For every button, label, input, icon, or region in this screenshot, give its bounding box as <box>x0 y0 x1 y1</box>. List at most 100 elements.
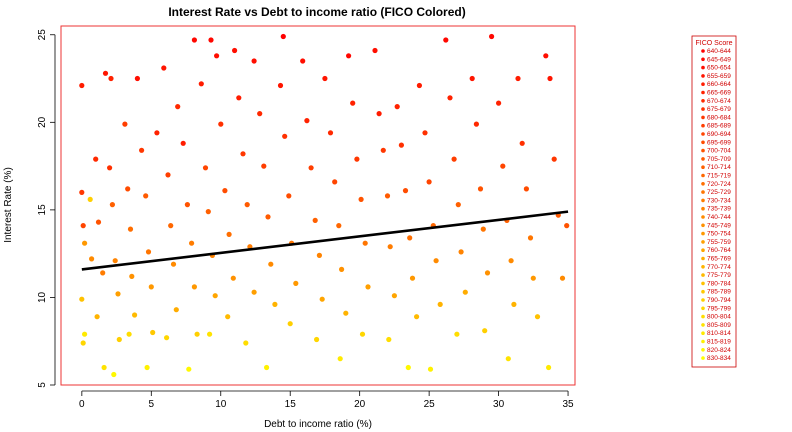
legend-label: 735-739 <box>707 206 731 213</box>
legend-label: 640-644 <box>707 48 731 55</box>
legend-label: 805-809 <box>707 322 731 329</box>
legend-label: 800-804 <box>707 314 731 321</box>
legend-swatch <box>701 265 705 269</box>
data-point <box>230 275 236 281</box>
legend-label: 720-724 <box>707 181 731 188</box>
data-point <box>272 301 278 307</box>
x-tick-label: 15 <box>285 399 297 410</box>
data-point <box>205 209 211 215</box>
data-point <box>164 335 170 341</box>
legend-swatch <box>701 148 705 153</box>
legend-label: 690-694 <box>707 131 731 138</box>
legend-swatch <box>701 206 705 211</box>
data-point <box>482 328 488 334</box>
data-point <box>189 240 195 246</box>
legend-label: 765-769 <box>707 256 731 263</box>
legend-label: 685-689 <box>707 123 731 130</box>
legend-label: 730-734 <box>707 197 731 204</box>
data-point <box>346 53 352 59</box>
legend-swatch <box>701 215 705 219</box>
data-point <box>380 147 386 153</box>
data-point <box>82 240 88 246</box>
legend-label: 740-744 <box>707 214 731 221</box>
legend-label: 745-749 <box>707 222 731 229</box>
data-point <box>214 53 220 59</box>
x-tick-label: 5 <box>149 399 155 410</box>
legend-swatch <box>701 99 705 103</box>
y-tick-label: 25 <box>37 29 48 41</box>
data-point <box>300 58 306 64</box>
data-point <box>327 130 334 136</box>
data-point <box>102 70 109 76</box>
legend-swatch <box>701 240 705 244</box>
data-point <box>455 202 461 208</box>
legend-swatch <box>701 306 705 311</box>
x-tick-label: 30 <box>493 399 505 410</box>
data-point <box>112 258 118 264</box>
data-point <box>312 217 318 223</box>
data-point <box>93 156 99 162</box>
data-point <box>511 301 517 307</box>
y-axis-label: Interest Rate (%) <box>3 167 14 243</box>
data-point <box>469 75 475 82</box>
legend-label: 815-819 <box>707 339 731 346</box>
data-point <box>402 188 409 194</box>
data-point <box>207 331 213 337</box>
data-point <box>127 226 134 232</box>
data-point <box>251 289 257 295</box>
data-point <box>150 329 156 336</box>
legend: FICO Score 640-644645-649650-654655-6596… <box>691 35 737 368</box>
data-point <box>343 310 349 316</box>
legend-swatch <box>701 173 705 178</box>
x-tick-label: 0 <box>79 399 85 410</box>
data-point <box>208 37 214 43</box>
data-point <box>145 249 152 255</box>
data-point <box>547 75 553 82</box>
data-point <box>286 193 292 199</box>
regression-line-layer <box>81 210 569 271</box>
data-point <box>265 214 271 220</box>
legend-box <box>691 35 737 368</box>
legend-swatch <box>701 157 705 161</box>
data-point <box>354 156 360 162</box>
legend-label: 795-799 <box>707 305 731 312</box>
data-point <box>451 156 457 162</box>
data-point <box>477 186 484 192</box>
data-point <box>116 336 122 343</box>
legend-label: 655-659 <box>707 73 731 80</box>
legend-label: 810-814 <box>707 330 731 337</box>
x-tick-label: 35 <box>562 399 574 410</box>
legend-swatch <box>701 331 705 336</box>
data-point <box>261 163 267 169</box>
data-point <box>222 188 228 194</box>
legend-label: 660-664 <box>707 81 731 88</box>
data-point <box>236 95 242 101</box>
data-point <box>143 193 149 199</box>
y-axis: 5 10 15 20 25 <box>37 29 56 388</box>
data-point <box>405 364 411 371</box>
data-point <box>132 312 138 318</box>
data-point <box>505 356 511 362</box>
data-point <box>530 275 536 281</box>
legend-swatch <box>701 223 705 228</box>
legend-swatch <box>701 348 705 352</box>
data-point <box>391 293 397 299</box>
data-point <box>180 140 186 146</box>
plot-border <box>60 25 576 386</box>
data-point <box>484 270 491 276</box>
data-point <box>337 356 343 362</box>
legend-label: 670-674 <box>707 98 731 105</box>
data-point <box>161 65 167 71</box>
data-point <box>433 258 439 264</box>
legend-label: 750-754 <box>707 231 731 238</box>
data-point <box>108 75 114 82</box>
data-point <box>198 81 204 87</box>
legend-swatch <box>701 273 705 277</box>
data-point <box>191 284 197 290</box>
x-tick-label: 20 <box>354 399 366 410</box>
data-point <box>173 307 179 313</box>
data-point <box>125 186 131 192</box>
data-point <box>170 261 177 267</box>
legend-swatch <box>701 74 705 78</box>
